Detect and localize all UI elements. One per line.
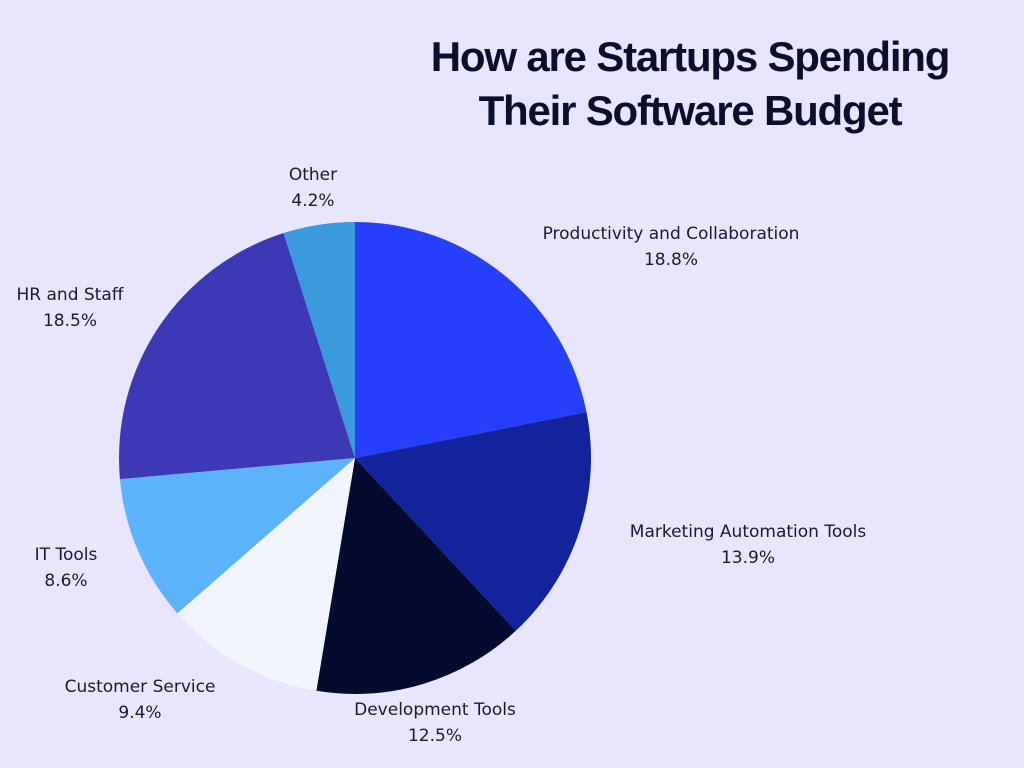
pie-slices <box>119 222 592 694</box>
chart-title: How are Startups Spending Their Software… <box>340 30 1024 138</box>
slice-value-marketing-automation-tools: 13.9% <box>721 548 775 568</box>
slice-label-customer-service: Customer Service <box>65 677 216 697</box>
slice-label-productivity-and-collaboration: Productivity and Collaboration <box>543 224 800 244</box>
slice-label-hr-and-staff: HR and Staff <box>17 285 125 305</box>
slice-value-customer-service: 9.4% <box>118 703 161 723</box>
slice-label-development-tools: Development Tools <box>354 700 516 720</box>
slice-value-hr-and-staff: 18.5% <box>43 311 97 331</box>
pie-slice-marketing-automation-tools <box>355 412 592 631</box>
slice-value-other: 4.2% <box>291 191 334 211</box>
pie-labels: Productivity and Collaboration 18.8% Marke… <box>17 165 867 746</box>
pie-slice-other <box>283 222 355 458</box>
slice-value-it-tools: 8.6% <box>44 571 87 591</box>
slice-value-productivity-and-collaboration: 18.8% <box>644 250 698 270</box>
slice-label-it-tools: IT Tools <box>35 545 98 565</box>
pie-slice-customer-service <box>177 458 355 691</box>
slice-label-other: Other <box>289 165 337 185</box>
slice-label-marketing-automation-tools: Marketing Automation Tools <box>630 522 867 542</box>
chart-title-line-1: How are Startups Spending <box>430 33 951 80</box>
pie-slice-development-tools <box>316 458 516 694</box>
pie-slice-hr-and-staff <box>119 233 355 480</box>
chart-title-line-2: Their Software Budget <box>478 87 903 134</box>
slice-value-development-tools: 12.5% <box>408 726 462 746</box>
pie-slice-productivity-and-collaboration <box>355 222 587 458</box>
pie-slice-it-tools <box>119 458 355 614</box>
